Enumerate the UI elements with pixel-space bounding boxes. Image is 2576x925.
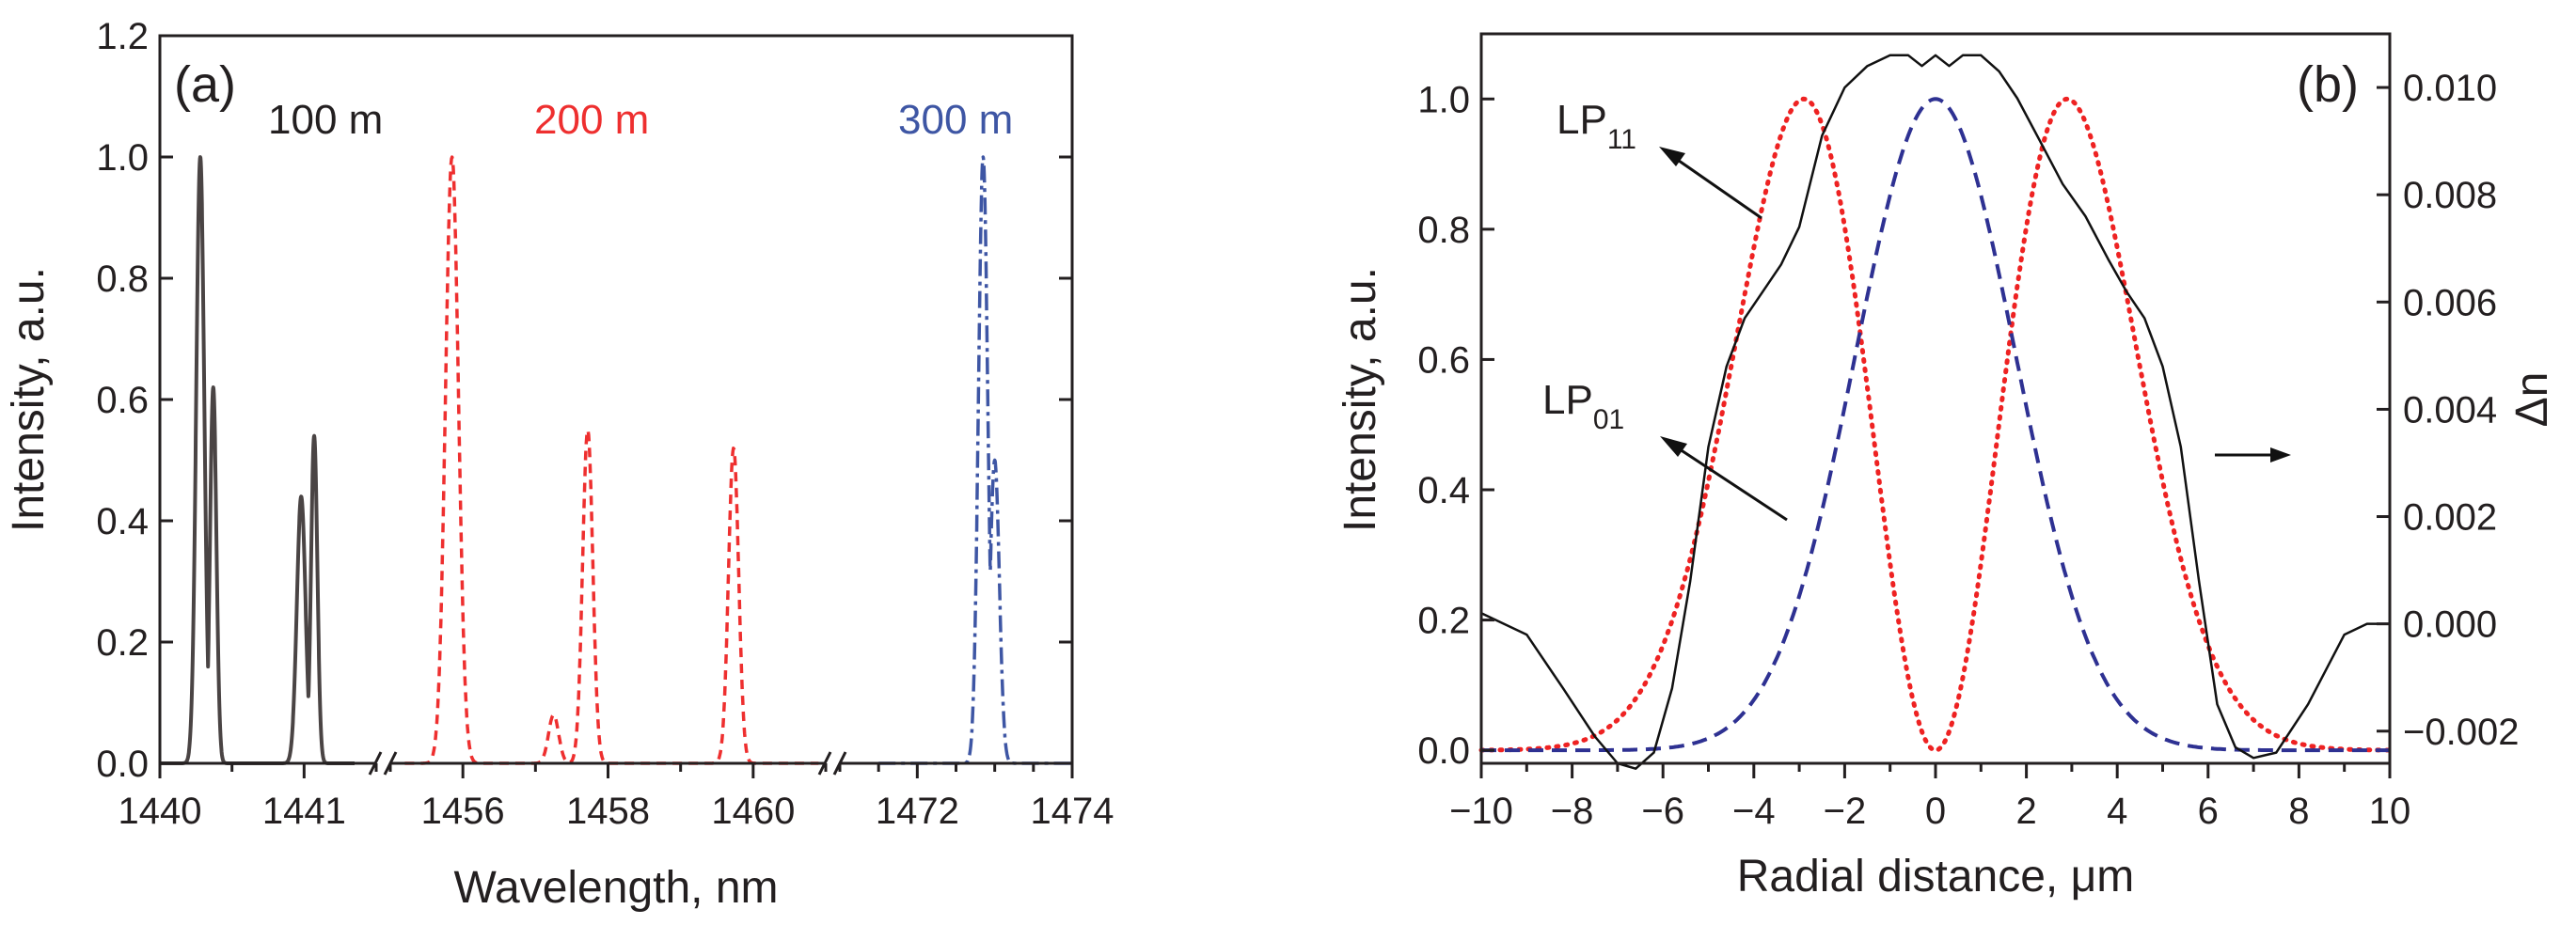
panel-b-right-y-tick-label: 0.004 [2403,389,2497,431]
series-line-delta-n [1480,54,2390,770]
panel-a-curves [158,155,1074,765]
panel-b-x-tick-label: 6 [2198,791,2219,832]
panel-b-y-tick-label: 0.0 [1417,730,1470,772]
panel-a-x-tick-label: 1456 [421,791,505,832]
panel-a-y-tick-label: 0.8 [96,259,149,300]
panel-b-x-axis-title: Radial distance, μm [1737,852,2135,901]
panel-a-y-tick-label: 0.0 [96,744,149,785]
panel-b-right-y-tick-label: 0.006 [2403,282,2497,323]
panel-b-right-y-tick-label: −0.002 [2403,712,2519,753]
legend-label-100m: 100 m [268,97,383,143]
panel-a-y-tick-label: 0.6 [96,380,149,421]
panel-b-y-tick-label: 0.4 [1417,470,1470,511]
panel-a-x-tick-label: 1440 [119,791,202,832]
lp11-arrow [1671,154,1762,220]
axis-break-gap [374,758,391,769]
legend-label-200m: 200 m [534,97,649,143]
panel-b-label: (b) [2297,56,2359,113]
panel-b-x-tick-label: 4 [2107,791,2127,832]
panel-b-x-tick-label: 0 [1925,791,1946,832]
panel-b-x-tick-label: −8 [1551,791,1594,832]
panel-b-curves [1478,54,2393,770]
panel-a-x-tick-label: 1441 [262,791,346,832]
panel-b-x-ticks: −10 −8 −6 −4 −2 0 2 4 6 8 10 [1449,763,2410,832]
panel-a-y-ticks: 0.0 0.2 0.4 0.6 0.8 1.0 1.2 [96,16,1072,785]
panel-a-x-tick-label: 1458 [566,791,650,832]
axis-break-gap [824,758,841,769]
panel-a-y-axis-title: Intensity, a.u. [4,267,54,532]
panel-b-y-ticks: 0.0 0.2 0.4 0.6 0.8 1.0 [1417,79,1494,772]
panel-a-x-axis-title: Wavelength, nm [453,863,778,913]
panel-b-x-tick-label: −2 [1824,791,1867,832]
panel-b-y-tick-label: 0.8 [1417,210,1470,251]
panel-b-x-tick-label: −6 [1641,791,1684,832]
panel-a-y-tick-label: 0.4 [96,501,149,542]
panel-b-y-tick-label: 0.2 [1417,601,1470,642]
lp11-arrowhead [1659,147,1685,166]
panel-b-right-y-tick-label: 0.008 [2403,175,2497,216]
legend-label-300m: 300 m [898,97,1013,143]
panel-a-x-ticks: 1440 1441 1456 1458 1460 1472 1474 [119,763,1114,832]
panel-a-chart: 0.00.20.40.60.81.01.2 1440 1441 1456 1458 14… [4,16,1114,913]
panel-a-x-tick-label: 1474 [1031,791,1114,832]
panel-b-y-tick-label: 1.0 [1417,79,1470,120]
panel-b-right-y-ticks: −0.002 0.000 0.002 0.004 0.006 0.008 0.010 [2377,68,2519,753]
series-line-300m [877,155,1074,765]
panel-b-right-y-tick-label: 0.002 [2403,497,2497,539]
lp01-annotation: LP01 [1542,377,1624,435]
series-line-200m [403,155,820,765]
panel-a-y-tick-label: 1.0 [96,137,149,179]
panel-b-right-y-tick-label: 0.000 [2403,604,2497,646]
lp01-arrow [1673,444,1788,522]
panel-b-x-tick-label: 8 [2288,791,2309,832]
panel-b-right-axis-title: Δn [2507,372,2557,428]
panel-a-y-tick-label: 1.2 [96,16,149,57]
panel-b-right-y-tick-label: 0.010 [2403,68,2497,109]
panel-a-x-tick-label: 1472 [876,791,959,832]
panel-b-chart: 0.0 0.2 0.4 0.6 0.8 1.0 −0.002 0.000 0.002 0.004… [1335,32,2557,901]
right-axis-arrowhead [2270,447,2291,462]
panel-b-x-tick-label: −10 [1449,791,1513,832]
panel-b-x-tick-label: 10 [2369,791,2411,832]
panel-b-y-tick-label: 0.6 [1417,339,1470,381]
panel-a-label: (a) [174,56,236,113]
panel-b-y-axis-title: Intensity, a.u. [1335,267,1385,532]
panel-a-y-tick-label: 0.2 [96,622,149,664]
series-line-100m [158,155,356,765]
panel-a-x-tick-label: 1460 [711,791,795,832]
panel-b-x-tick-label: −4 [1732,791,1776,832]
lp01-arrowhead [1660,436,1687,457]
panel-b-x-tick-label: 2 [2015,791,2036,832]
lp11-annotation: LP11 [1557,97,1636,155]
